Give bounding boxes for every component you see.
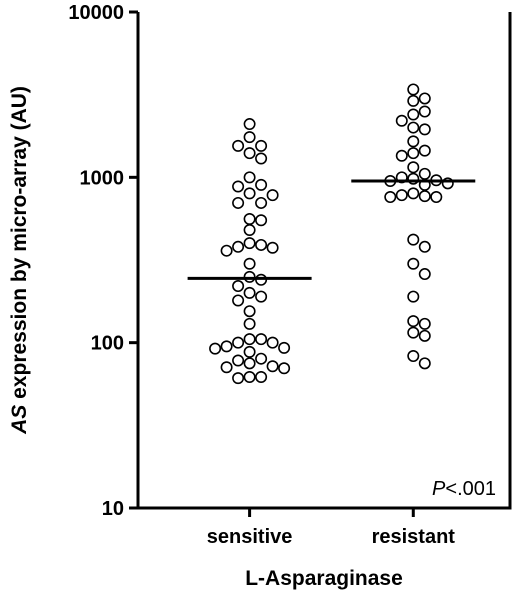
data-point bbox=[243, 147, 256, 160]
data-point bbox=[407, 326, 420, 339]
data-point bbox=[278, 341, 291, 354]
data-point bbox=[220, 361, 233, 374]
data-point bbox=[395, 114, 408, 127]
y-tick-label: 100 bbox=[91, 333, 124, 355]
data-point bbox=[243, 286, 256, 299]
data-point bbox=[255, 139, 268, 152]
data-point bbox=[255, 178, 268, 191]
data-point bbox=[407, 94, 420, 107]
data-point bbox=[418, 268, 431, 281]
data-point bbox=[418, 167, 431, 180]
data-point bbox=[243, 357, 256, 370]
data-point bbox=[407, 83, 420, 96]
data-points bbox=[209, 83, 454, 385]
data-point bbox=[418, 240, 431, 253]
data-point bbox=[407, 147, 420, 160]
x-tick-label: resistant bbox=[372, 526, 456, 548]
data-point bbox=[418, 357, 431, 370]
y-axis-title-rest: expression by micro-array (AU) bbox=[8, 86, 31, 405]
data-point bbox=[418, 105, 431, 118]
data-point bbox=[266, 189, 279, 202]
data-point bbox=[255, 370, 268, 383]
data-point bbox=[278, 362, 291, 375]
data-point bbox=[243, 131, 256, 144]
p-value-italic: P bbox=[432, 478, 446, 500]
data-point bbox=[209, 342, 222, 355]
data-point bbox=[418, 92, 431, 105]
data-point bbox=[384, 191, 397, 204]
data-point bbox=[243, 212, 256, 225]
data-point bbox=[407, 121, 420, 134]
data-point bbox=[407, 315, 420, 328]
data-point bbox=[232, 372, 245, 385]
plot-axes bbox=[136, 12, 512, 510]
data-point bbox=[266, 336, 279, 349]
data-point bbox=[232, 139, 245, 152]
data-point bbox=[243, 333, 256, 346]
data-point bbox=[255, 352, 268, 365]
x-tick-label: sensitive bbox=[207, 526, 293, 548]
data-point bbox=[255, 196, 268, 209]
data-point bbox=[407, 290, 420, 303]
data-point bbox=[243, 118, 256, 131]
y-tick-label: 10000 bbox=[68, 2, 124, 24]
p-value-annotation: P<.001 bbox=[432, 478, 496, 500]
data-point bbox=[220, 340, 233, 353]
data-point bbox=[255, 214, 268, 227]
data-point bbox=[266, 241, 279, 254]
data-point bbox=[255, 290, 268, 303]
data-point bbox=[243, 237, 256, 250]
data-point bbox=[255, 333, 268, 346]
data-point bbox=[418, 329, 431, 342]
data-point bbox=[407, 233, 420, 246]
p-value-rest: <.001 bbox=[445, 478, 496, 500]
data-point bbox=[407, 135, 420, 148]
data-point bbox=[407, 350, 420, 363]
data-point bbox=[255, 152, 268, 165]
y-axis-title-italic: AS bbox=[8, 405, 31, 435]
data-point bbox=[407, 108, 420, 121]
data-point bbox=[232, 336, 245, 349]
data-point bbox=[395, 149, 408, 162]
y-tick-label: 10 bbox=[102, 498, 124, 520]
data-point bbox=[430, 191, 443, 204]
y-axis-ticks: 10 100 1000 10000 bbox=[68, 2, 138, 520]
x-axis-title: L-Asparaginase bbox=[245, 567, 403, 590]
data-point bbox=[243, 171, 256, 184]
data-point bbox=[418, 123, 431, 136]
data-point bbox=[407, 187, 420, 200]
data-point bbox=[255, 238, 268, 251]
data-point bbox=[232, 280, 245, 293]
data-point bbox=[243, 257, 256, 270]
data-point bbox=[243, 345, 256, 358]
data-point bbox=[220, 244, 233, 257]
data-point bbox=[232, 294, 245, 307]
data-point bbox=[407, 257, 420, 270]
median-lines bbox=[187, 179, 476, 280]
data-point bbox=[243, 370, 256, 383]
data-point bbox=[232, 240, 245, 253]
data-point bbox=[395, 189, 408, 202]
data-point bbox=[243, 224, 256, 237]
data-point bbox=[232, 354, 245, 367]
data-point bbox=[243, 317, 256, 330]
data-point bbox=[243, 187, 256, 200]
data-point bbox=[232, 196, 245, 209]
data-point bbox=[418, 190, 431, 203]
y-axis-title: AS expression by micro-array (AU) bbox=[8, 86, 31, 435]
x-axis-ticks: sensitive resistant bbox=[207, 508, 456, 548]
data-point bbox=[266, 360, 279, 373]
data-point bbox=[407, 161, 420, 174]
data-point bbox=[243, 305, 256, 318]
data-point bbox=[232, 180, 245, 193]
data-point bbox=[418, 317, 431, 330]
y-tick-label: 1000 bbox=[80, 167, 125, 189]
data-point bbox=[418, 144, 431, 157]
